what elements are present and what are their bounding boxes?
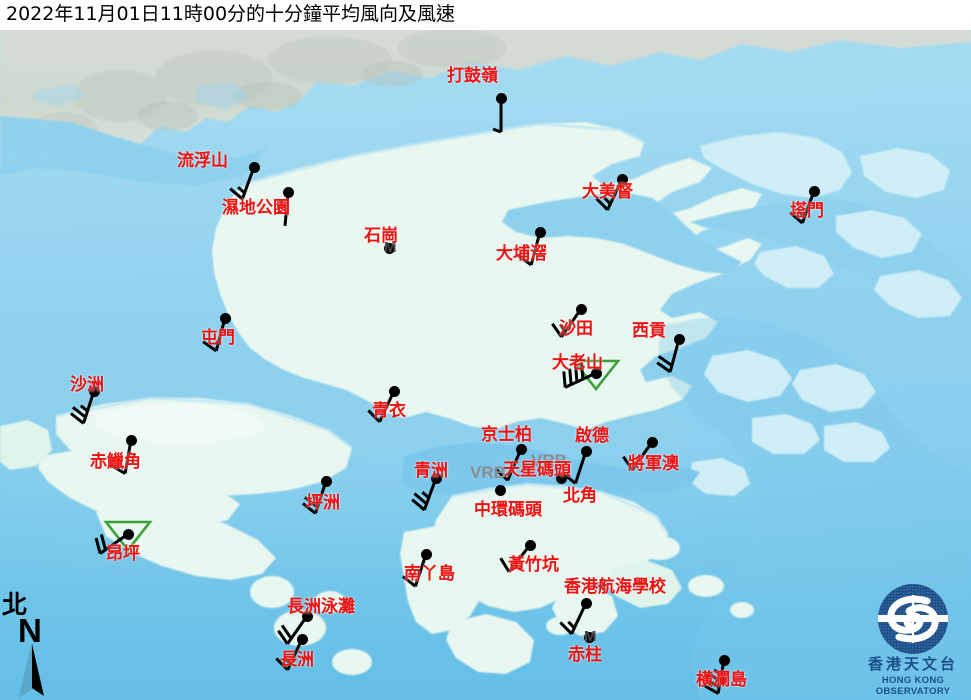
ne-islands (700, 132, 962, 318)
station-label: 濕地公園 (222, 198, 290, 218)
station-label: 沙洲 (70, 375, 104, 395)
station-label: 流浮山 (177, 151, 228, 171)
station-dot (320, 475, 332, 487)
station-dot (515, 443, 527, 455)
station-label: 赤柱 (568, 645, 602, 665)
station-label: 橫瀾島 (696, 670, 747, 690)
station-dot (388, 385, 400, 397)
station-label: 香港航海學校 (564, 577, 666, 597)
lamma-south (446, 614, 534, 674)
station-label: 長洲泳灘 (287, 597, 355, 617)
hko-name-cn: 香港天文台 (867, 655, 958, 673)
station-label: 赤鱲角 (90, 452, 141, 472)
sai-kung-islands (690, 350, 890, 496)
station-label: 南丫島 (404, 564, 455, 584)
missing-data-label: M (384, 239, 397, 256)
station-dot (301, 610, 313, 622)
station-dot (555, 472, 567, 484)
station-dot (494, 484, 506, 496)
station-dot (808, 185, 820, 197)
coastline-layer (0, 26, 971, 700)
station-dot (718, 654, 730, 666)
station-dot (646, 436, 658, 448)
deep-bay (0, 116, 268, 186)
sha-chau-island (0, 420, 52, 470)
station-label: 青洲 (414, 461, 448, 481)
station-dot (125, 434, 137, 446)
station-dot (590, 367, 602, 379)
station-dot (88, 385, 100, 397)
station-label: 啟德 (575, 426, 609, 446)
station-label: 昂坪 (106, 544, 140, 564)
station-label: 石崗 (364, 226, 398, 246)
station-label: 塔門 (790, 201, 824, 221)
station-label: 沙田 (559, 319, 593, 339)
missing-data-label: M (584, 628, 597, 645)
station-dot (420, 548, 432, 560)
title-bar: 2022年11月01日11時00分的十分鐘平均風向及風速 (0, 0, 971, 30)
shek-o-peninsula (606, 560, 682, 608)
station-label: 坪洲 (306, 493, 340, 513)
variable-wind-label: VRB (531, 451, 567, 470)
station-dot (282, 186, 294, 198)
chek-lap-kok (96, 404, 268, 444)
station-label: 京士柏 (481, 425, 532, 445)
page-title: 2022年11月01日11時00分的十分鐘平均風向及風速 (6, 3, 456, 25)
station-label: 北角 (563, 486, 597, 506)
compass-north-label-cn: 北 (2, 590, 28, 619)
station-label: 長洲 (280, 650, 314, 670)
compass-needle-icon (18, 643, 44, 698)
station-label: 將軍澳 (628, 454, 679, 474)
station-dot (430, 472, 442, 484)
station-dot (583, 631, 595, 643)
station-dot (219, 312, 231, 324)
station-dot (673, 333, 685, 345)
station-dot (383, 242, 395, 254)
compass-rose: 北 N (2, 592, 68, 700)
station-label: 中環碼頭 (474, 500, 542, 520)
station-dot (495, 92, 507, 104)
station-label: 打鼓嶺 (447, 66, 498, 86)
lantau-southwest (96, 506, 276, 580)
hong-kong-island (432, 484, 668, 612)
station-label: 天星碼頭 (503, 460, 571, 480)
station-dot (524, 539, 536, 551)
station-dot (122, 528, 134, 540)
station-label: 西貢 (632, 321, 666, 341)
station-dot (580, 445, 592, 457)
lantau-south (38, 450, 240, 528)
station-dot (580, 597, 592, 609)
station-dot (534, 226, 546, 238)
hko-name-en: HONG KONG OBSERVATORY (875, 675, 951, 697)
compass-north-label-en: N (18, 612, 42, 649)
tolo-harbour (502, 192, 742, 274)
station-label: 大美督 (582, 182, 633, 202)
station-dot (575, 303, 587, 315)
station-label: 屯門 (201, 328, 235, 348)
map-canvas[interactable]: 打鼓嶺 流浮山 濕地公園 M 石崗 大美督 大埔滘 塔門 屯門 沙田 西貢 大老山 沙洲 青衣 赤鱲角 京士柏… (0, 26, 971, 700)
variable-wind-label: VRB (470, 463, 506, 482)
station-label: 大老山 (552, 353, 603, 373)
station-label: 大埔滘 (496, 244, 547, 264)
hko-emblem-icon (878, 584, 948, 654)
hko-logo: 香港天文台 HONG KONG OBSERVATORY (855, 583, 971, 700)
victoria-harbour (402, 442, 700, 496)
station-label: 青衣 (372, 401, 406, 421)
station-dot (296, 633, 308, 645)
station-label: 黃竹坑 (508, 555, 559, 575)
station-dot (616, 173, 628, 185)
station-dot (248, 161, 260, 173)
